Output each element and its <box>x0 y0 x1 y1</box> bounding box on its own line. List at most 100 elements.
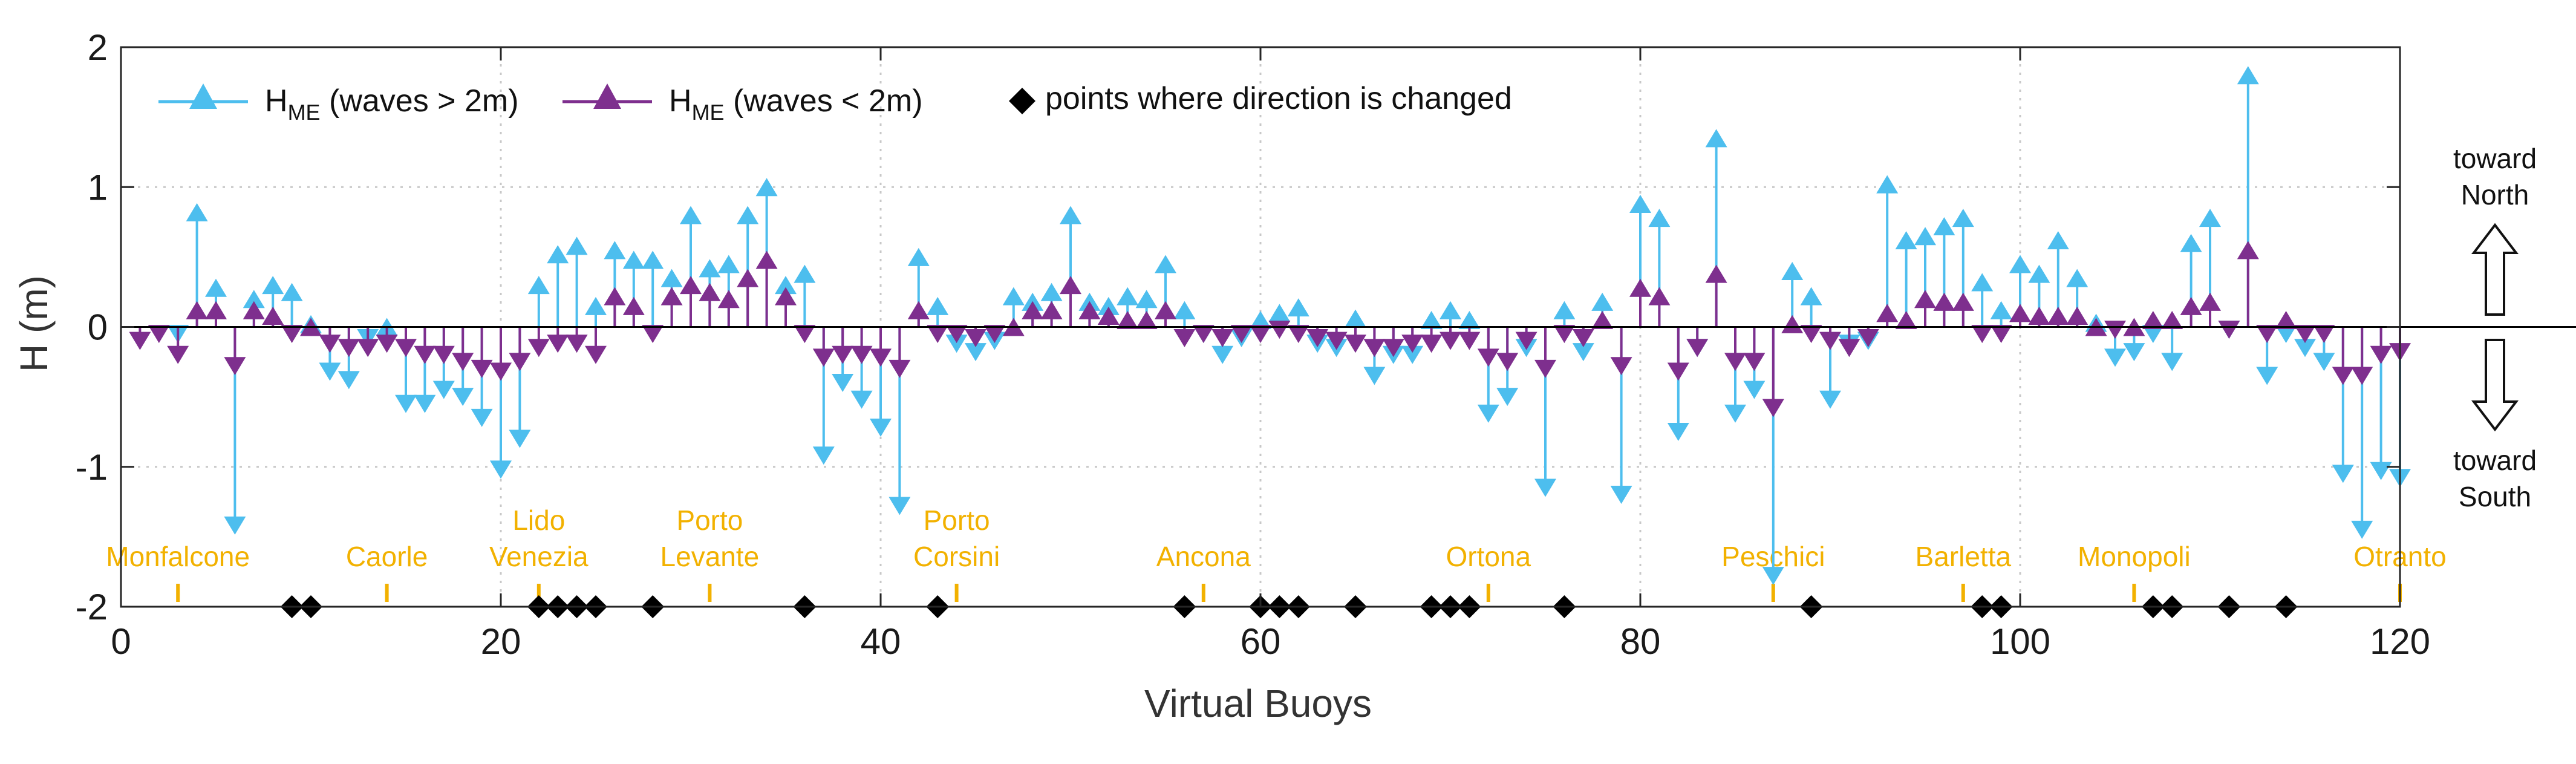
stem-marker <box>2066 269 2089 287</box>
stem-marker <box>1572 343 1594 362</box>
stem-marker <box>832 374 854 392</box>
stem-marker <box>1819 331 1841 350</box>
stem-marker <box>205 278 227 297</box>
stem-marker <box>414 345 436 364</box>
stem-marker <box>737 269 759 287</box>
stem-marker <box>547 245 569 264</box>
stem-marker <box>281 282 303 301</box>
stem-marker <box>243 301 265 319</box>
stem-marker <box>1743 353 1766 371</box>
stem-marker <box>1173 301 1196 319</box>
stem-marker <box>148 325 170 344</box>
stem-marker <box>2351 520 2373 539</box>
stem-marker <box>1914 227 1936 246</box>
stem-marker <box>490 362 512 381</box>
legend-item-waves-lt-2m: HME (waves < 2m) <box>562 83 923 125</box>
svg-text:HME (waves < 2m): HME (waves < 2m) <box>669 83 923 125</box>
stem-marker <box>1440 331 1461 350</box>
stem-marker <box>1306 329 1329 347</box>
stem-marker <box>1971 273 1994 292</box>
stem-marker <box>1363 367 1386 385</box>
stem-marker <box>622 296 645 315</box>
stem-marker <box>1857 329 1879 347</box>
stem-marker <box>471 359 493 378</box>
stem-marker <box>1345 309 1366 328</box>
stem-marker <box>509 429 531 448</box>
legend-triangle-purple <box>593 83 621 109</box>
stem-marker <box>432 345 455 364</box>
stem-marker <box>1553 301 1576 319</box>
stem-marker <box>2028 307 2050 325</box>
location-labels: Monfalcone Caorle Lido Venezia Porto Levante P… <box>106 504 2447 602</box>
stem-marker <box>357 339 379 358</box>
stem-marker <box>1117 310 1139 329</box>
stem-marker <box>1173 329 1196 347</box>
stem-marker <box>1762 567 1784 586</box>
stem-marker <box>2066 307 2089 325</box>
stem-marker <box>2313 325 2335 344</box>
stem-marker <box>2009 255 2031 273</box>
stem-marker <box>907 247 930 266</box>
stem-marker <box>1211 329 1234 347</box>
stem-marker <box>1268 321 1291 339</box>
stem-marker <box>717 290 740 309</box>
stem-marker <box>585 296 607 315</box>
stem-marker <box>2161 353 2183 371</box>
svg-text:HME (waves > 2m): HME (waves > 2m) <box>265 83 519 125</box>
stem-marker <box>1060 206 1081 224</box>
stem-marker <box>794 325 816 344</box>
stem-marker <box>1781 262 1804 280</box>
stem-marker <box>452 353 474 371</box>
south-label-line2: South <box>2459 481 2531 512</box>
stem-marker <box>2180 296 2202 315</box>
stem-marker <box>622 250 645 269</box>
legend-h-sub-2: ME <box>692 100 725 125</box>
stem-marker <box>2104 348 2126 367</box>
stem-marker <box>262 276 284 295</box>
stem-marker <box>395 394 417 413</box>
stem-marker <box>527 276 550 295</box>
stem-marker <box>281 325 303 344</box>
stem-marker <box>1895 231 1917 250</box>
stem-marker <box>2370 345 2392 364</box>
stem-marker <box>547 335 569 353</box>
stem-marker <box>1876 304 1899 322</box>
stem-marker <box>452 388 474 406</box>
location-label: Lido <box>512 504 565 536</box>
stem-marker <box>1553 325 1576 344</box>
stem-marker <box>1876 175 1899 194</box>
stem-marker <box>1781 315 1804 333</box>
stem-marker <box>2237 241 2259 260</box>
stem-marker <box>983 325 1006 344</box>
stem-marker <box>832 345 854 364</box>
stem-marker <box>1686 339 1709 358</box>
stem-marker <box>2294 339 2316 358</box>
stem-marker <box>1060 276 1081 295</box>
legend-direction-label: points where direction is changed <box>1045 81 1512 116</box>
stem-marker <box>2104 321 2126 339</box>
stem-marker <box>566 335 588 353</box>
stem-marker <box>1477 404 1499 423</box>
stem-marker <box>1230 325 1253 344</box>
stem-marker <box>2218 321 2240 339</box>
side-annotations: toward North toward South <box>2453 143 2537 512</box>
stem-marker <box>1838 339 1860 358</box>
stem-marker <box>1572 329 1594 347</box>
stem-marker <box>1250 310 1271 329</box>
location-label: Barletta <box>1916 541 2012 572</box>
stem-marker <box>2142 310 2164 329</box>
stem-marker <box>2351 367 2373 385</box>
x-tick-label: 20 <box>481 621 521 662</box>
x-tick-label: 40 <box>861 621 901 662</box>
stem-marker <box>1135 310 1158 329</box>
stem-marker <box>1591 292 1614 311</box>
stem-marker <box>1496 353 1519 371</box>
stem-marker <box>680 206 702 224</box>
stem-marker <box>205 301 227 319</box>
stem-marker <box>1268 304 1291 322</box>
stem-marker <box>1534 359 1556 378</box>
stem-marker <box>319 362 341 381</box>
stem-marker <box>585 345 607 364</box>
stem-marker <box>965 343 986 362</box>
